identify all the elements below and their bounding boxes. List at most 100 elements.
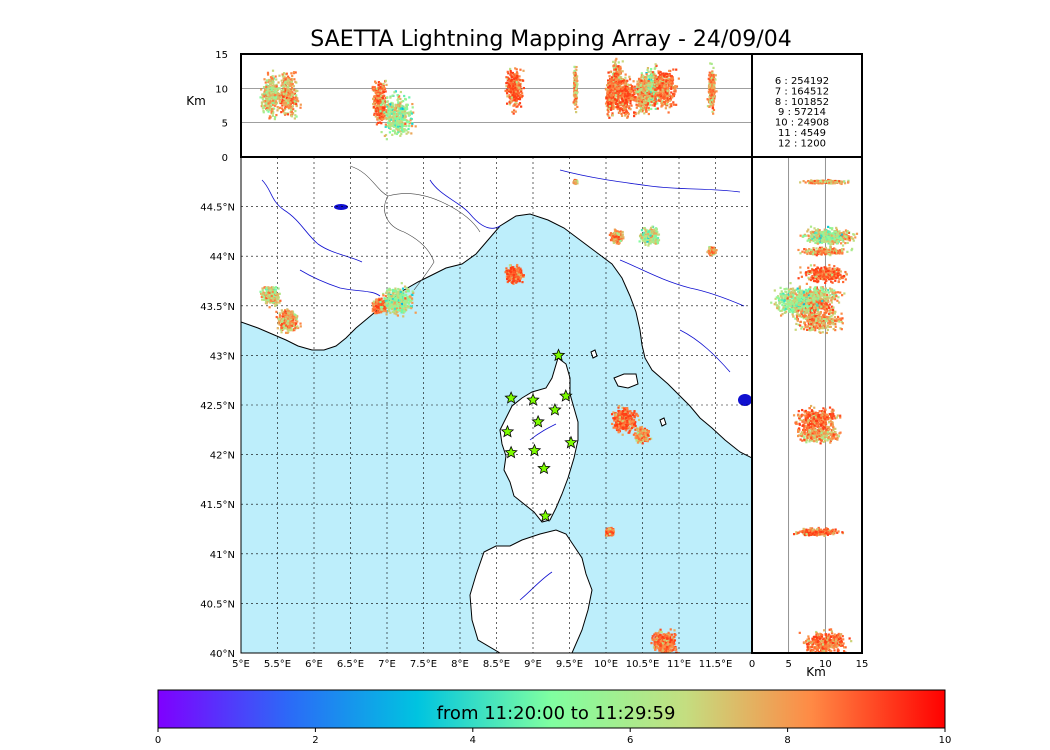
lightning-point: [284, 310, 287, 313]
lightning-point: [385, 310, 388, 313]
lightning-point: [613, 413, 617, 417]
lightning-point: [281, 325, 284, 328]
lightning-point: [619, 426, 622, 429]
lightning-point-lon-alt: [263, 100, 267, 103]
lightning-point-lon-alt: [286, 86, 290, 89]
lightning-point: [623, 407, 626, 410]
lightning-point: [269, 297, 272, 300]
lightning-point-lon-alt: [371, 86, 374, 89]
lightning-point: [263, 293, 267, 296]
lightning-point-lon-alt: [377, 107, 380, 110]
lightning-point-lon-alt: [382, 100, 385, 103]
lat-tick-label: 41°N: [210, 550, 235, 561]
map-lightning-points: [259, 178, 718, 653]
lightning-point-lon-alt: [284, 83, 288, 87]
lightning-point-lon-alt: [281, 98, 284, 101]
lightning-point-lon-alt: [383, 111, 386, 114]
station-star: [527, 443, 542, 457]
lightning-point-lon-alt: [376, 96, 379, 99]
lightning-point-lon-alt: [283, 88, 287, 91]
lightning-point: [395, 298, 398, 301]
lightning-point-lon-alt: [376, 116, 379, 119]
lightning-point: [518, 280, 521, 283]
lightning-point: [515, 265, 519, 268]
lightning-point: [394, 288, 397, 291]
lightning-point: [669, 635, 672, 638]
lightning-point: [378, 303, 382, 306]
lightning-point-lon-alt: [266, 95, 269, 98]
top-panel-points: [259, 57, 718, 141]
lightning-point: [512, 277, 515, 280]
lightning-point: [398, 299, 401, 302]
lightning-point: [391, 305, 394, 308]
lightning-point-lon-alt: [286, 113, 290, 116]
lightning-point: [382, 303, 385, 307]
lightning-point: [654, 632, 657, 636]
lightning-point: [623, 426, 627, 429]
lightning-point: [372, 305, 375, 308]
lightning-point-lon-alt: [396, 112, 399, 116]
lightning-point: [624, 412, 627, 415]
lightning-point: [278, 312, 281, 315]
lightning-point: [516, 263, 519, 267]
lightning-point-lon-alt: [281, 85, 284, 88]
lightning-point: [707, 249, 710, 253]
lightning-point: [515, 277, 519, 280]
lightning-point-lon-alt: [283, 107, 287, 110]
lightning-point: [293, 315, 296, 318]
lightning-point: [265, 293, 268, 297]
lightning-point: [511, 266, 514, 269]
lightning-point-lon-alt: [390, 112, 394, 115]
lightning-point: [380, 311, 383, 314]
lightning-point: [283, 309, 287, 312]
lightning-point: [400, 293, 404, 296]
lightning-point: [630, 422, 633, 425]
lightning-point: [288, 325, 291, 328]
lightning-point: [576, 181, 579, 184]
map-tick-labels: 5°E 5.5°E 6°E 6.5°E 7°E 7.5°E 8°E 8.5°E 9°E 9.5°E…: [200, 203, 732, 670]
lightning-point-lon-alt: [280, 94, 284, 97]
lightning-point: [667, 645, 671, 648]
lightning-point-lon-alt: [274, 116, 277, 119]
lightning-point: [617, 230, 620, 234]
lightning-point-lon-alt: [381, 90, 384, 93]
lightning-point-lon-alt: [395, 109, 398, 113]
lightning-point-lon-alt: [280, 96, 284, 99]
lightning-point-lon-alt: [293, 88, 296, 92]
lightning-point: [261, 287, 264, 290]
lightning-point: [409, 295, 412, 298]
lightning-point: [668, 634, 671, 637]
lightning-point-lon-alt: [288, 93, 291, 96]
lightning-point: [375, 298, 378, 302]
lightning-point: [607, 530, 610, 533]
lightning-point: [269, 289, 272, 292]
lightning-point: [275, 315, 278, 319]
lightning-point-lon-alt: [263, 78, 266, 81]
lightning-point-lon-alt: [383, 104, 387, 107]
lightning-point-lon-alt: [269, 101, 272, 104]
lightning-point-lon-alt: [394, 104, 397, 107]
lightning-point: [605, 530, 608, 533]
lightning-point: [272, 301, 275, 304]
corsica-land: [499, 357, 579, 523]
lightning-point-lon-alt: [294, 109, 297, 113]
lightning-point-lon-alt: [403, 118, 406, 121]
lightning-point: [626, 408, 629, 411]
lightning-point-lon-alt: [375, 99, 379, 102]
lightning-point-lon-alt: [282, 71, 286, 75]
lightning-point-lon-alt: [397, 107, 400, 110]
lightning-point-lon-alt: [289, 78, 292, 81]
lightning-point: [617, 431, 620, 434]
lightning-point-lon-alt: [388, 116, 391, 119]
lightning-point: [649, 240, 652, 243]
lightning-point: [631, 424, 634, 428]
lightning-point: [655, 227, 658, 230]
lightning-point: [643, 427, 647, 430]
lightning-point-lon-alt: [293, 78, 296, 81]
lightning-point: [260, 295, 263, 299]
lightning-point-lon-alt: [381, 95, 384, 99]
lightning-point-lon-alt: [289, 101, 292, 104]
lightning-point: [512, 273, 516, 276]
lightning-point: [672, 637, 675, 641]
lightning-point-lon-alt: [273, 87, 276, 90]
